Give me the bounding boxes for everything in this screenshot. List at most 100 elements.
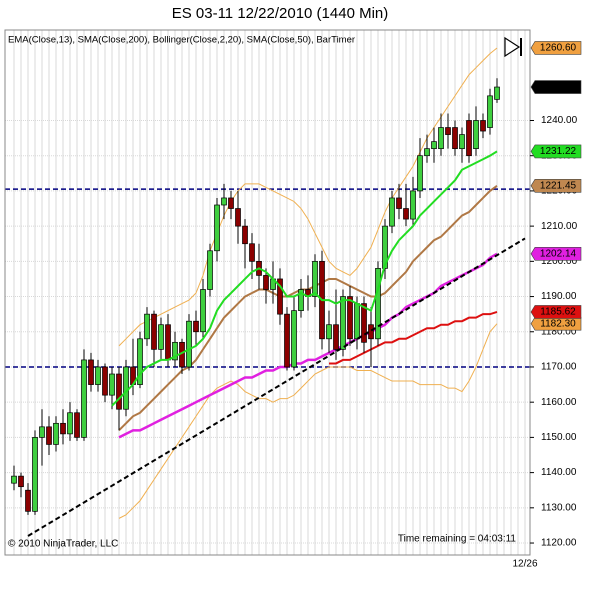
candle-body — [263, 275, 269, 290]
candle-body — [207, 250, 213, 290]
candle-body — [438, 127, 444, 150]
candle-body — [459, 134, 465, 150]
price-marker — [530, 80, 582, 94]
candle-body — [473, 120, 479, 150]
candle-body — [403, 208, 409, 220]
indicator-line — [329, 311, 498, 365]
candle-body — [151, 313, 157, 350]
y-tick-label: 1240.00 — [541, 115, 578, 126]
price-label: 1221.45 — [540, 180, 577, 191]
trendline — [27, 237, 526, 537]
candle-body — [389, 197, 395, 227]
candle-body — [312, 260, 318, 297]
candle-body — [74, 412, 80, 438]
y-tick-label: 1180.00 — [541, 326, 577, 337]
y-tick-label: 1130.00 — [541, 502, 577, 513]
price-label: 1249.50 — [540, 82, 577, 93]
candle-body — [431, 141, 437, 150]
candle-body — [158, 324, 164, 350]
y-axis: 1120.00 1130.00 1140.00 1150.00 1160.00 1170.… — [512, 41, 582, 570]
candle-body — [347, 296, 353, 340]
candle-body — [25, 489, 31, 512]
price-label: 1185.62 — [540, 307, 576, 318]
indicator-line — [118, 323, 498, 519]
candle-body — [242, 225, 248, 245]
indicator-line — [118, 47, 498, 347]
price-marker — [530, 41, 582, 55]
candle-body — [46, 426, 52, 445]
candle-body — [291, 310, 297, 368]
candle-body — [165, 324, 171, 361]
price-marker — [530, 144, 582, 159]
y-tick-label: 1190.00 — [541, 291, 577, 302]
candle-body — [361, 303, 367, 343]
price-marker — [530, 179, 582, 193]
candle-body — [88, 359, 94, 385]
candle-body — [326, 324, 332, 340]
candle-body — [18, 475, 24, 488]
candle-body — [249, 243, 255, 262]
y-tick-label: 1210.00 — [541, 221, 578, 232]
candle-body — [186, 320, 192, 368]
candle-body — [354, 303, 360, 340]
candle-body — [144, 313, 150, 340]
y-tick-label: 1160.00 — [541, 397, 577, 408]
candle-body — [60, 422, 66, 435]
candle-body — [214, 204, 220, 252]
candle-body — [95, 366, 101, 385]
candle-body — [235, 208, 241, 227]
candle-body — [340, 296, 346, 350]
candle-body — [480, 120, 486, 132]
candle-body — [123, 366, 129, 410]
candle-body — [228, 197, 234, 209]
candle-body — [284, 313, 290, 368]
candle-body — [53, 422, 59, 445]
candle-body — [368, 324, 374, 340]
candle-body — [39, 426, 45, 438]
legend-text: EMA(Close,13), SMA(Close,200), Bollinger… — [8, 35, 355, 46]
candle-body — [277, 278, 283, 315]
candle-body — [375, 268, 381, 340]
x-tick-label: 12/26 — [512, 559, 537, 570]
bar-timer-icon — [504, 36, 522, 58]
price-label: 1231.22 — [540, 146, 577, 157]
price-label: 1182.30 — [540, 318, 576, 329]
candle-body — [417, 155, 423, 192]
price-label: 1260.60 — [540, 43, 577, 54]
candle-body — [200, 289, 206, 333]
candle-body — [32, 437, 38, 512]
candle-body — [67, 412, 73, 435]
y-tick-label: 1200.00 — [541, 256, 578, 267]
candle-body — [137, 338, 143, 385]
plot-border — [4, 29, 531, 556]
candle-body — [333, 324, 339, 350]
y-tick-label: 1140.00 — [541, 467, 577, 478]
candle-body — [11, 475, 17, 484]
price-marker — [530, 247, 582, 261]
indicator-line — [111, 150, 498, 407]
price-label: 1202.14 — [540, 248, 577, 259]
price-marker — [530, 316, 582, 331]
price-marker — [530, 305, 582, 319]
candle-body — [452, 127, 458, 150]
timer-text: Time remaining = 04:03:11 — [398, 534, 517, 545]
candle-body — [445, 127, 451, 135]
y-tick-label: 1170.00 — [541, 362, 577, 373]
candle-body — [298, 289, 304, 311]
candle-body — [466, 120, 472, 157]
grid — [5, 30, 530, 555]
candle-body — [116, 373, 122, 410]
candle-body — [396, 197, 402, 209]
y-tick-label: 1150.00 — [541, 432, 577, 443]
candle-body — [172, 341, 178, 361]
candle-body — [81, 359, 87, 438]
candle-body — [102, 366, 108, 396]
chart-title: ES 03-11 12/22/2010 (1440 Min) — [172, 5, 389, 22]
candle-body — [487, 95, 493, 128]
copyright: © 2010 NinjaTrader, LLC — [8, 539, 118, 550]
candle-body — [494, 86, 500, 100]
candle-body — [193, 320, 199, 333]
y-tick-label: 1120.00 — [541, 538, 577, 549]
candle-body — [424, 148, 430, 157]
